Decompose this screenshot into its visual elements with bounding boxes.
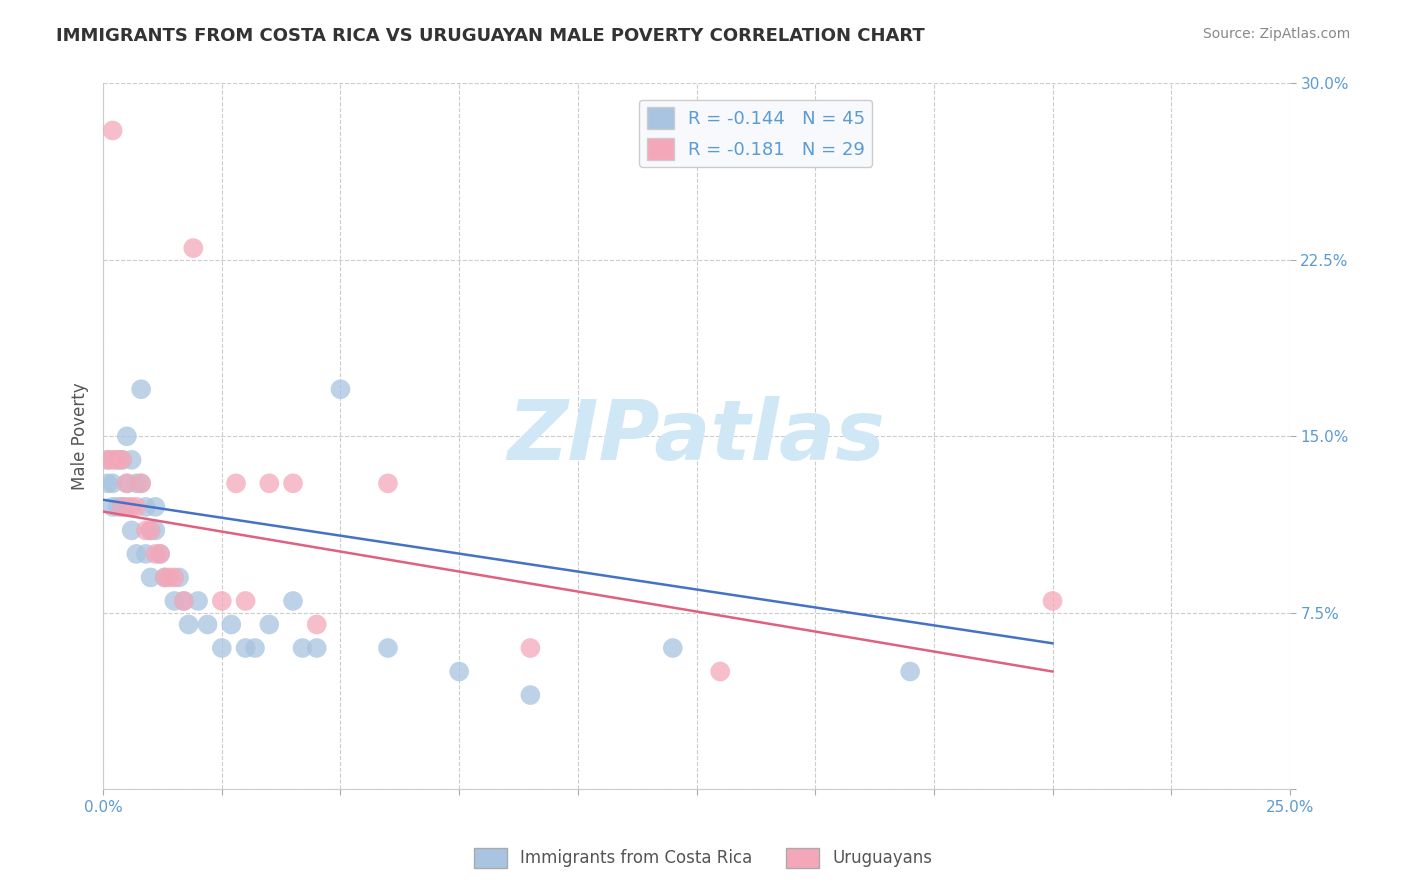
Point [197,617,219,632]
Point [121,500,143,514]
Point [97,476,120,491]
Point [709,665,731,679]
Point [139,524,162,538]
Point [329,382,352,396]
Text: Source: ZipAtlas.com: Source: ZipAtlas.com [1202,27,1350,41]
Point [111,452,134,467]
Point [225,476,247,491]
Point [101,123,124,137]
Point [159,570,181,584]
Legend: Immigrants from Costa Rica, Uruguayans: Immigrants from Costa Rica, Uruguayans [467,841,939,875]
Point [115,476,138,491]
Point [139,524,162,538]
Point [135,500,157,514]
Point [259,617,281,632]
Point [111,500,134,514]
Point [187,594,209,608]
Point [143,524,166,538]
Point [221,617,243,632]
Point [139,570,162,584]
Text: IMMIGRANTS FROM COSTA RICA VS URUGUAYAN MALE POVERTY CORRELATION CHART: IMMIGRANTS FROM COSTA RICA VS URUGUAYAN … [56,27,925,45]
Point [449,665,471,679]
Point [105,452,128,467]
Point [519,688,541,702]
Point [519,640,541,655]
Point [235,640,257,655]
Point [129,476,152,491]
Point [125,476,148,491]
Point [97,452,120,467]
Point [97,452,120,467]
Point [163,594,186,608]
Point [115,476,138,491]
Point [181,241,204,255]
Point [135,524,157,538]
Point [143,500,166,514]
Point [135,547,157,561]
Point [101,500,124,514]
Point [281,476,304,491]
Point [115,500,138,514]
Legend: R = -0.144   N = 45, R = -0.181   N = 29: R = -0.144 N = 45, R = -0.181 N = 29 [640,100,872,167]
Point [305,617,328,632]
Point [211,640,233,655]
Point [291,640,314,655]
Point [121,452,143,467]
Point [111,452,134,467]
Point [259,476,281,491]
Point [105,452,128,467]
Point [163,570,186,584]
Point [377,640,399,655]
Point [177,617,200,632]
Point [149,547,172,561]
Point [105,500,128,514]
Point [115,429,138,443]
Point [125,500,148,514]
Point [129,476,152,491]
Point [377,476,399,491]
Point [305,640,328,655]
Y-axis label: Male Poverty: Male Poverty [72,383,89,490]
Point [129,382,152,396]
Point [281,594,304,608]
Point [662,640,685,655]
Point [211,594,233,608]
Text: ZIPatlas: ZIPatlas [508,396,886,477]
Point [149,547,172,561]
Point [101,476,124,491]
Point [111,500,134,514]
Point [125,547,148,561]
Point [1042,594,1064,608]
Point [153,570,176,584]
Point [167,570,190,584]
Point [121,524,143,538]
Point [173,594,195,608]
Point [173,594,195,608]
Point [235,594,257,608]
Point [143,547,166,561]
Point [898,665,921,679]
Point [153,570,176,584]
Point [101,452,124,467]
Point [243,640,266,655]
